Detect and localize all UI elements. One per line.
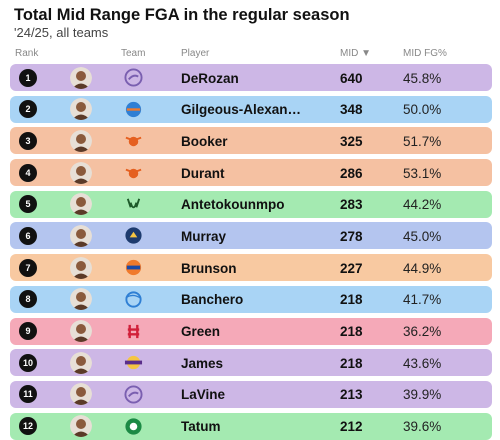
header-player: Player [181,48,210,59]
team-logo-icon [124,417,143,436]
rank-badge: 4 [19,163,37,182]
player-name: LaVine [181,387,226,403]
team-logo-icon [124,353,143,372]
team-logo-icon [124,322,143,341]
mid-fga-value: 286 [340,165,363,181]
table-row[interactable]: 5 Antetokounmpo 283 44.2% [10,190,492,218]
player-name: Green [181,324,221,339]
player-avatar-icon [70,193,92,216]
mid-fg-pct-value: 41.7% [403,292,442,308]
table-row[interactable]: 11 LaVine 213 39.9% [10,380,492,408]
table-row[interactable]: 10 James 218 43.6% [10,349,492,377]
ranking-table: 1 DeRozan 640 45.8% 2 Gilgeous-Alexan… 348 50.0… [10,64,492,440]
player-name: Tatum [181,419,221,435]
rank-badge: 10 [19,353,37,372]
player-avatar-icon [70,256,92,279]
team-logo-icon [124,258,143,277]
mid-fg-pct-value: 45.8% [403,70,442,86]
team-logo-icon [124,195,143,214]
mid-fg-pct-value: 50.0% [403,102,442,118]
rank-badge: 6 [19,226,37,245]
rank-badge: 5 [19,195,37,214]
table-row[interactable]: 6 Murray 278 45.0% [10,222,492,250]
team-logo-icon [124,226,143,245]
team-logo-icon [124,163,143,182]
chart-title: Total Mid Range FGA in the regular seaso… [14,6,350,24]
player-name: DeRozan [181,70,239,86]
player-name: Murray [181,228,227,244]
table-row[interactable]: 4 Durant 286 53.1% [10,159,492,187]
rank-badge: 9 [19,322,37,340]
mid-fg-pct-value: 53.1% [403,165,442,181]
team-logo-icon [124,290,143,309]
rank-badge: 7 [19,258,37,277]
mid-fga-value: 218 [340,324,363,339]
player-avatar-icon [70,415,92,438]
table-row[interactable]: 3 Booker 325 51.7% [10,127,492,155]
player-avatar-icon [70,161,92,184]
header-mid-fg: MID FG% [403,48,447,59]
mid-fg-pct-value: 39.6% [403,419,442,435]
player-avatar-icon [70,66,92,89]
table-row[interactable]: 2 Gilgeous-Alexan… 348 50.0% [10,95,492,123]
rank-badge: 12 [19,417,37,436]
mid-fga-value: 218 [340,355,363,371]
player-avatar-icon [70,288,92,311]
mid-fga-value: 348 [340,102,363,118]
mid-fg-pct-value: 43.6% [403,355,442,371]
mid-fg-pct-value: 44.9% [403,260,442,276]
player-name: Banchero [181,292,244,308]
mid-fga-value: 283 [340,197,363,213]
player-avatar-icon [70,98,92,121]
mid-fg-pct-value: 45.0% [403,228,442,244]
rank-badge: 3 [19,131,37,150]
rank-badge: 1 [19,68,37,87]
mid-fga-value: 227 [340,260,363,276]
player-name: Durant [181,165,225,181]
player-name: Antetokounmpo [181,197,285,213]
mid-fga-value: 325 [340,133,363,149]
header-mid-sort[interactable]: MID ▼ [340,48,372,59]
team-logo-icon [124,385,143,404]
table-row[interactable]: 12 Tatum 212 39.6% [10,412,492,440]
mid-fga-value: 218 [340,292,363,308]
header-team: Team [121,48,146,59]
table-row[interactable]: 9 Green 218 36.2% [10,317,492,345]
team-logo-icon [124,131,143,150]
rank-badge: 2 [19,100,37,119]
chart-subtitle: '24/25, all teams [14,25,109,40]
player-avatar-icon [70,351,92,374]
player-avatar-icon [70,383,92,406]
player-name: James [181,355,224,371]
mid-fga-value: 640 [340,70,363,86]
table-row[interactable]: 1 DeRozan 640 45.8% [10,64,492,91]
player-name: Brunson [181,260,237,276]
player-name: Gilgeous-Alexan… [181,102,302,118]
mid-fg-pct-value: 36.2% [403,324,442,339]
mid-fga-value: 212 [340,419,363,435]
mid-fga-value: 213 [340,387,363,403]
rank-badge: 11 [19,385,37,404]
mid-fg-pct-value: 44.2% [403,197,442,213]
table-row[interactable]: 8 Banchero 218 41.7% [10,285,492,313]
header-rank: Rank [15,48,39,59]
table-row[interactable]: 7 Brunson 227 44.9% [10,254,492,282]
player-avatar-icon [70,129,92,152]
player-avatar-icon [70,224,92,247]
team-logo-icon [124,68,143,87]
player-name: Booker [181,133,228,149]
mid-fg-pct-value: 39.9% [403,387,442,403]
mid-fga-value: 278 [340,228,363,244]
team-logo-icon [124,100,143,119]
rank-badge: 8 [19,290,37,309]
mid-fg-pct-value: 51.7% [403,133,442,149]
player-avatar-icon [70,320,92,342]
